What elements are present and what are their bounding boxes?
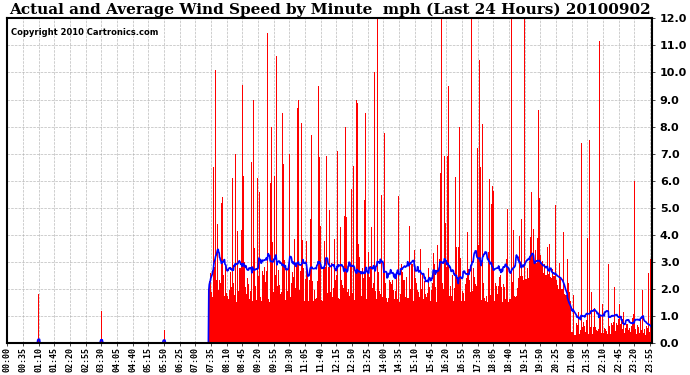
Text: Copyright 2010 Cartronics.com: Copyright 2010 Cartronics.com xyxy=(10,28,158,37)
Title: Actual and Average Wind Speed by Minute  mph (Last 24 Hours) 20100902: Actual and Average Wind Speed by Minute … xyxy=(9,3,651,17)
